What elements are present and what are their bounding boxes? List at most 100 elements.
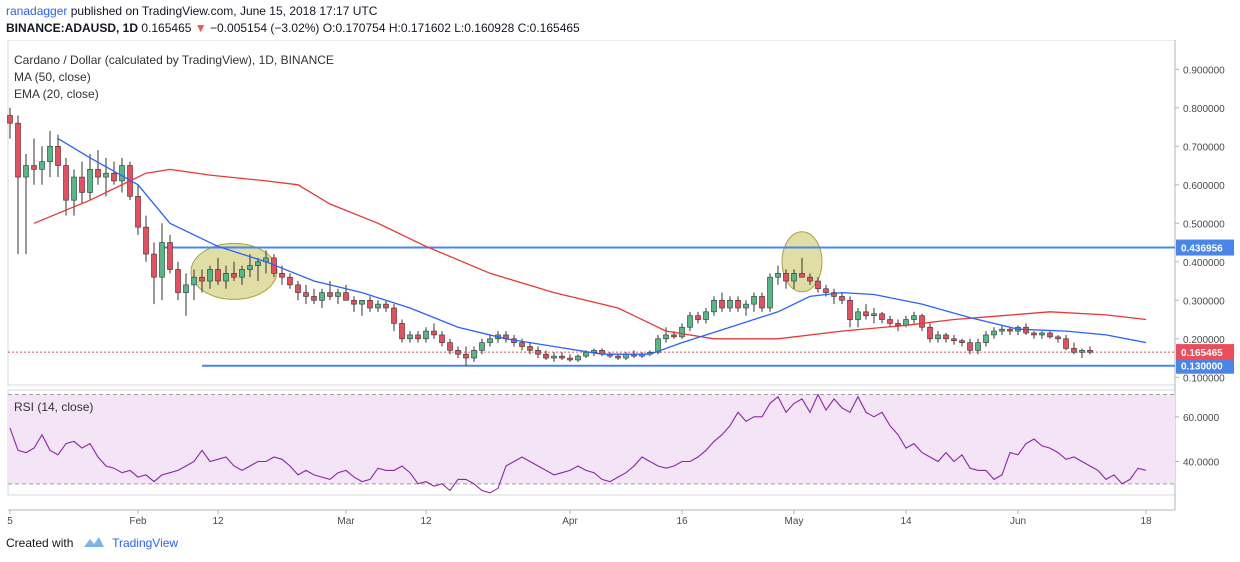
published-text: published on TradingView.com, June 15, 2… [70,4,378,18]
candle-body [679,326,685,338]
close-value: 0.165465 [529,21,580,35]
candle-body [191,276,197,286]
candle-body [727,299,733,309]
candle-body [671,334,677,338]
level-badge [1176,239,1234,256]
candle-body [895,323,901,326]
ema20-line [57,138,1147,355]
candle-body [871,313,877,316]
candle-body [1079,350,1085,353]
price-tick-label: 0.600000 [1183,181,1225,192]
candle-body [1031,332,1037,336]
price-tick-label: 0.500000 [1183,219,1225,230]
candle-body [111,172,117,182]
candle-body [751,296,757,305]
candle-body [167,242,173,270]
candle-body [399,323,405,340]
candle-body [207,269,213,282]
candle-body [759,296,765,309]
candle-body [1055,336,1061,340]
candle-body [1063,338,1069,349]
rsi-band [8,394,1175,484]
candle-body [87,169,93,193]
candle-body [367,299,373,309]
rsi-tick-label: 60.0000 [1183,413,1220,424]
chart-area[interactable]: 0.900000 0.800000 0.700000 0.600000 0.500000… [0,39,1240,530]
candle-body [959,340,965,343]
time-tick-label: Jun [1010,516,1026,527]
level-label: 0.436956 [1181,244,1223,255]
price-tick-label: 0.800000 [1183,104,1225,115]
candle-body [967,342,973,351]
candle-body [39,161,45,170]
candle-body [887,319,893,324]
price-pane-frame [7,39,1176,386]
candle-body [463,353,469,359]
candle-body [863,311,869,316]
candle-body [343,292,349,301]
candle-body [687,315,693,328]
candle-body [431,330,437,336]
candle-body [55,145,61,166]
price-tick-label: 0.700000 [1183,142,1225,153]
candle-body [543,353,549,359]
candle-body [7,115,13,124]
price-change: −0.005154 (−3.02%) [210,21,320,35]
candle-body [423,330,429,340]
candle-body [31,165,37,170]
tradingview-link[interactable]: TradingView [112,536,179,550]
candle-body [799,273,805,278]
candle-body [791,273,797,282]
candle-body [735,299,741,309]
tradingview-logo-icon[interactable] [83,536,105,551]
candle-body [15,122,21,178]
candle-body [439,334,445,343]
ma-legend: MA (50, close) [14,70,91,84]
candle-body [807,276,813,282]
candle-body [479,342,485,351]
time-tick-label: Mar [337,516,355,527]
candle-body [831,292,837,297]
candle-body [407,334,413,340]
author-link[interactable]: ranadagger [6,4,68,18]
candle-body [351,299,357,305]
candle-body [551,355,557,359]
current-price-label: 0.165465 [1181,348,1223,359]
ema-legend: EMA (20, close) [14,87,99,101]
candle-body [95,169,101,178]
candle-body [471,350,477,359]
candle-body [815,280,821,290]
time-tick-label: May [785,516,804,527]
candle-body [71,176,77,201]
candle-body [455,350,461,355]
chart-svg[interactable]: 0.900000 0.800000 0.700000 0.600000 0.500000… [0,39,1240,530]
candle-body [943,334,949,340]
last-price: 0.165465 [141,21,192,35]
candle-body [775,273,781,278]
candle-body [519,342,525,347]
candle-body [567,357,573,361]
candle-body [183,284,189,293]
candle-body [1071,348,1077,353]
candle-body [327,292,333,297]
rsi-tick-label: 40.0000 [1183,457,1220,468]
open-value: 0.170754 [335,21,386,35]
candle-body [575,355,581,361]
candle-body [743,303,749,309]
high-label: H: [388,21,401,35]
candle-body [79,176,85,193]
candle-body [583,351,589,357]
candle-body [847,299,853,320]
candle-body [1047,332,1053,338]
candle-body [159,242,165,278]
candle-body [535,350,541,355]
candle-body [663,334,669,340]
candle-body [823,288,829,293]
close-label: C: [517,21,530,35]
candle-body [279,273,285,278]
candle-body [119,165,125,182]
candle-body [991,330,997,336]
candle-body [383,303,389,309]
candle-body [927,326,933,340]
candle-body [63,165,69,201]
